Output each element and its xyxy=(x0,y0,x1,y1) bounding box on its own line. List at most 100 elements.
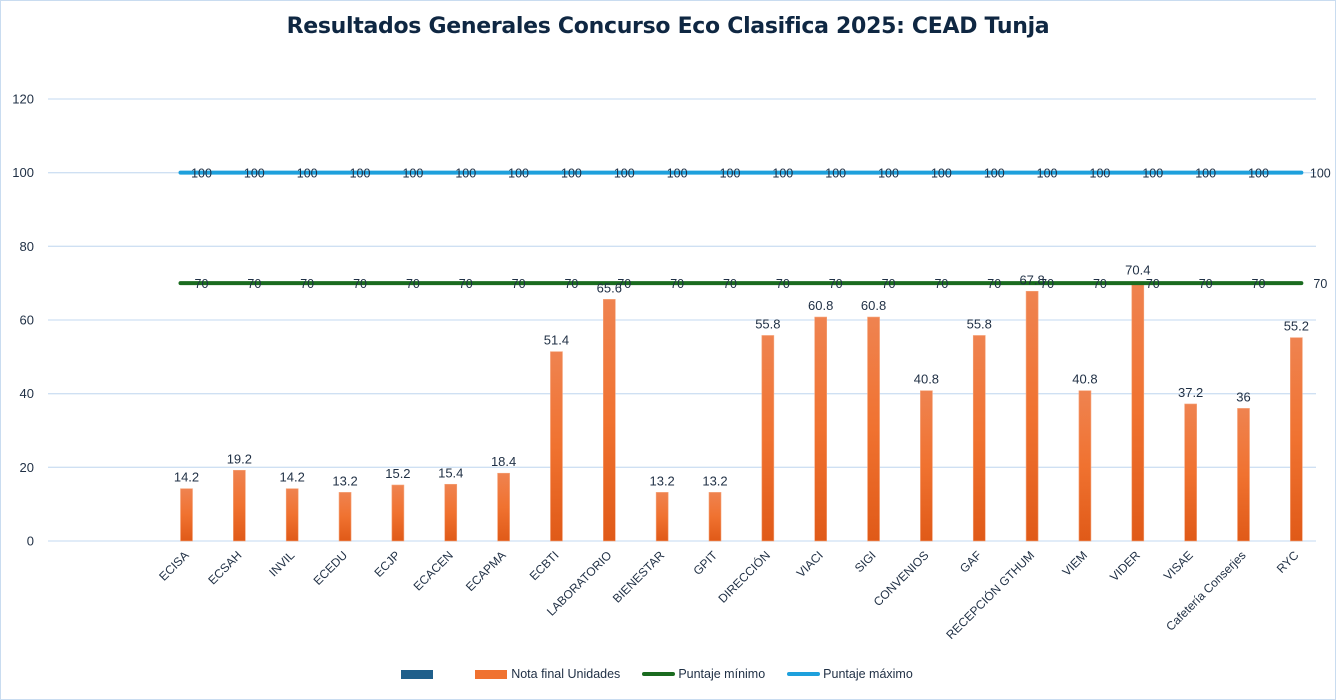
bar-data-label: 60.8 xyxy=(861,298,886,313)
y-tick-label: 0 xyxy=(27,534,34,549)
line-data-label: 100 xyxy=(561,167,582,181)
legend-item-nota-final: Nota final Unidades xyxy=(475,667,620,681)
bar-data-label: 13.2 xyxy=(649,473,674,488)
x-tick-label: ECEDU xyxy=(311,548,351,588)
bar xyxy=(1131,281,1145,542)
line-data-label: 100 xyxy=(1142,167,1163,181)
x-tick-label: ECSAH xyxy=(205,548,244,587)
bar xyxy=(180,488,193,542)
bar xyxy=(550,351,563,542)
y-axis-ticks: 0 20 40 60 80 100 120 xyxy=(12,92,34,549)
line-data-label: 70 xyxy=(406,277,420,291)
legend-swatch-green-line xyxy=(642,672,676,676)
bar xyxy=(285,488,299,542)
y-tick-label: 80 xyxy=(20,239,34,254)
line-data-label: 100 xyxy=(1310,167,1331,181)
y-tick-label: 20 xyxy=(20,460,34,475)
bar xyxy=(814,316,828,542)
x-tick-label: RYC xyxy=(1274,548,1302,576)
bar-data-label: 15.2 xyxy=(385,466,410,481)
line-data-label: 70 xyxy=(1040,277,1054,291)
bar xyxy=(972,335,986,542)
legend: Nota final Unidades Puntaje mínimo Punta… xyxy=(0,667,1336,681)
line-data-label: 100 xyxy=(402,167,423,181)
legend-label: Puntaje máximo xyxy=(823,667,913,681)
y-tick-label: 100 xyxy=(12,165,34,180)
bar-data-label: 70.4 xyxy=(1125,263,1150,278)
line-data-label: 70 xyxy=(617,277,631,291)
line-data-label: 70 xyxy=(1313,277,1327,291)
line-data-label: 100 xyxy=(191,167,212,181)
x-tick-label: VISAE xyxy=(1161,548,1196,583)
legend-swatch-orange xyxy=(475,669,508,679)
bar-data-label: 60.8 xyxy=(808,298,833,313)
line-data-label: 100 xyxy=(1090,167,1111,181)
bar-data-label: 55.8 xyxy=(755,316,780,331)
line-data-label: 70 xyxy=(934,277,948,291)
bar xyxy=(1078,390,1092,542)
x-tick-label: ECAPMA xyxy=(463,548,509,594)
bar xyxy=(497,472,510,542)
bars-nota-final xyxy=(180,281,1303,542)
line-data-label: 70 xyxy=(195,277,209,291)
line-data-label: 70 xyxy=(882,277,896,291)
x-tick-label: ECBTI xyxy=(527,548,562,583)
chart-title: Resultados Generales Concurso Eco Clasif… xyxy=(286,14,1050,39)
x-tick-label: GPIT xyxy=(690,548,720,578)
x-tick-label: ECACEN xyxy=(411,548,456,593)
bar xyxy=(761,335,775,542)
x-tick-label: BIENESTAR xyxy=(610,548,668,606)
line-data-label: 100 xyxy=(350,167,371,181)
x-tick-label: VIEM xyxy=(1059,548,1090,579)
bar xyxy=(708,492,722,542)
reference-lines xyxy=(178,170,1304,286)
line-data-label: 100 xyxy=(772,167,793,181)
x-tick-label: CONVENIOS xyxy=(871,548,932,609)
bar-data-label: 18.4 xyxy=(491,454,516,469)
line-data-label: 70 xyxy=(247,277,261,291)
legend-swatch-dark-blue xyxy=(401,669,434,679)
line-data-label: 70 xyxy=(670,277,684,291)
bar-data-label: 65.6 xyxy=(597,280,622,295)
x-tick-label: GAF xyxy=(957,548,984,575)
bar-data-label: 51.4 xyxy=(544,333,569,348)
line-data-label: 70 xyxy=(829,277,843,291)
line-data-label: 70 xyxy=(300,277,314,291)
line-data-label: 70 xyxy=(1146,277,1160,291)
line-data-label: 70 xyxy=(564,277,578,291)
x-tick-label: INVIL xyxy=(266,548,297,579)
x-axis-ticks: ECISA ECSAH INVIL ECEDU ECJP ECACEN ECAPMA ECBT… xyxy=(156,548,1301,643)
x-tick-label: SIGI xyxy=(852,548,879,575)
line-data-label: 70 xyxy=(1093,277,1107,291)
bar xyxy=(1025,290,1039,542)
line-data-label: 70 xyxy=(459,277,473,291)
bar-data-label: 19.2 xyxy=(227,451,252,466)
line-data-label: 100 xyxy=(1037,167,1058,181)
line-data-label: 100 xyxy=(1195,167,1216,181)
line-data-label: 100 xyxy=(931,167,952,181)
bar-data-label: 13.2 xyxy=(702,473,727,488)
bar xyxy=(920,390,933,542)
x-tick-label: ECJP xyxy=(371,548,403,580)
bar-data-label: 55.8 xyxy=(967,316,992,331)
bar-data-label: 40.8 xyxy=(1072,372,1097,387)
line-data-label: 70 xyxy=(723,277,737,291)
line-data-label: 70 xyxy=(776,277,790,291)
line-data-label: 100 xyxy=(878,167,899,181)
line-data-label: 100 xyxy=(455,167,476,181)
bar-data-label: 55.2 xyxy=(1284,319,1309,334)
line-data-label: 70 xyxy=(1252,277,1266,291)
bar-data-label: 40.8 xyxy=(914,372,939,387)
bar xyxy=(391,484,405,542)
bar xyxy=(444,483,458,542)
bar xyxy=(602,299,616,542)
line-data-label: 100 xyxy=(984,167,1005,181)
bar-data-label: 14.2 xyxy=(174,470,199,485)
line-data-label: 100 xyxy=(1248,167,1269,181)
bar-data-label: 14.2 xyxy=(280,470,305,485)
legend-label: Nota final Unidades xyxy=(511,667,621,681)
bar xyxy=(867,316,880,542)
bar xyxy=(1237,408,1250,542)
bar-data-label: 67.8 xyxy=(1019,272,1044,287)
